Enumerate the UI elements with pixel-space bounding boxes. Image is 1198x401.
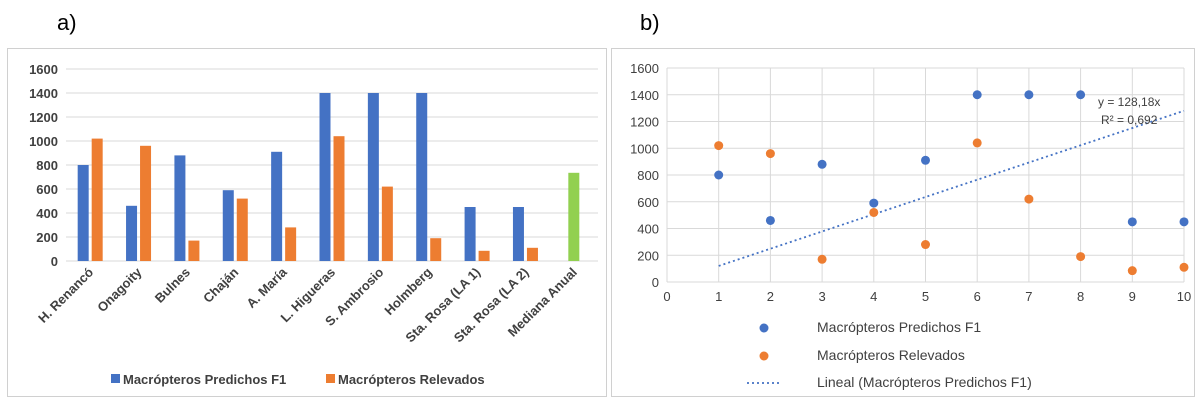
bar — [222, 190, 234, 261]
panel-b-label: b) — [640, 10, 660, 35]
legend-marker — [759, 323, 769, 333]
bar — [512, 207, 524, 261]
scatter-chart: 0 200 400 600 800 1000 1200 1400 1600 0 1 2 3 4 5 6 7 8 9 1… — [630, 61, 1191, 390]
x-tick-label: A. María — [243, 264, 290, 311]
bar — [285, 227, 297, 261]
x-tick-label: Onagoity — [94, 264, 145, 315]
y-tick-label: 1200 — [630, 115, 659, 130]
bar — [188, 240, 200, 261]
bar — [367, 93, 379, 261]
bar — [568, 172, 580, 261]
x-tick-label: 1 — [715, 289, 722, 304]
trendline — [718, 109, 1185, 267]
legend-entry: Macrópteros Relevados — [338, 372, 485, 387]
legend-marker — [759, 351, 769, 361]
y-tick-label: 1200 — [29, 110, 58, 125]
bar-chart-panel: 0 200 400 600 800 1000 1200 1400 1600 H. Renancó O… — [7, 48, 607, 397]
bar — [174, 155, 186, 261]
data-point — [972, 90, 982, 100]
data-point — [1179, 262, 1189, 272]
bar-chart: 0 200 400 600 800 1000 1200 1400 1600 H. RenancóO… — [29, 62, 598, 387]
x-tick-label: H. Renancó — [35, 264, 96, 325]
bar — [430, 238, 442, 261]
bar — [333, 136, 345, 261]
data-point — [1179, 217, 1189, 227]
y-tick-label: 200 — [36, 230, 58, 245]
data-point — [714, 141, 724, 151]
bar — [381, 186, 393, 261]
x-tick-label: Chaján — [200, 264, 241, 305]
data-point — [765, 215, 775, 225]
y-tick-label: 400 — [36, 206, 58, 221]
y-tick-label: 1400 — [29, 86, 58, 101]
bar — [236, 198, 248, 261]
panel-a-label: a) — [57, 10, 77, 35]
x-tick-label: 2 — [767, 289, 774, 304]
y-tick-label: 1600 — [29, 62, 58, 77]
x-tick-label: 4 — [870, 289, 877, 304]
legend-entry: Macrópteros Predichos F1 — [817, 319, 981, 335]
bar — [464, 207, 476, 261]
data-point — [921, 155, 930, 165]
legend-entry: Macrópteros Relevados — [817, 347, 965, 363]
data-point — [921, 240, 930, 250]
bar — [526, 247, 538, 261]
bar — [126, 205, 138, 261]
x-tick-label: 0 — [663, 289, 670, 304]
data-point — [714, 170, 724, 180]
y-tick-label: 0 — [652, 275, 659, 290]
y-tick-label: 200 — [637, 248, 659, 263]
scatter-chart-panel: 0 200 400 600 800 1000 1200 1400 1600 0 1 2 3 4 5 6 7 8 9 1… — [611, 48, 1195, 397]
legend-entry: Macrópteros Predichos F1 — [123, 372, 286, 387]
trendline-r2: R² = 0,692 — [1101, 113, 1158, 127]
legend-entry: Lineal (Macrópteros Predichos F1) — [817, 374, 1032, 390]
data-point — [972, 138, 982, 148]
data-point — [1024, 194, 1034, 204]
y-tick-label: 600 — [637, 195, 659, 210]
data-point — [1024, 90, 1034, 100]
data-point — [1076, 252, 1086, 262]
x-tick-label: 10 — [1177, 289, 1191, 304]
data-point — [1127, 266, 1137, 276]
bar — [416, 93, 428, 261]
legend-swatch — [326, 374, 335, 383]
data-point — [1127, 217, 1137, 227]
x-tick-label: 9 — [1129, 289, 1136, 304]
data-point — [869, 207, 879, 217]
data-point — [765, 149, 775, 159]
y-tick-label: 1000 — [630, 141, 659, 156]
y-tick-label: 1400 — [630, 88, 659, 103]
x-tick-label: 7 — [1025, 289, 1032, 304]
legend-swatch — [111, 374, 120, 383]
x-tick-label: 3 — [818, 289, 825, 304]
x-tick-label: 6 — [974, 289, 981, 304]
data-point — [817, 159, 827, 169]
y-tick-label: 400 — [637, 222, 659, 237]
x-tick-label: Bulnes — [152, 265, 193, 306]
bar — [91, 138, 103, 261]
y-tick-label: 800 — [637, 168, 659, 183]
y-tick-label: 800 — [36, 158, 58, 173]
y-tick-label: 1000 — [29, 134, 58, 149]
bar — [77, 165, 89, 261]
bar — [271, 151, 283, 261]
bar — [140, 145, 152, 261]
bar — [319, 93, 331, 261]
data-point — [1076, 90, 1086, 100]
y-tick-label: 600 — [36, 182, 58, 197]
x-tick-label: 8 — [1077, 289, 1084, 304]
x-tick-label: 5 — [922, 289, 929, 304]
bar — [478, 250, 490, 261]
y-tick-label: 1600 — [630, 61, 659, 76]
data-point — [869, 198, 879, 208]
trendline-equation: y = 128,18x — [1098, 95, 1160, 109]
data-point — [817, 254, 827, 264]
y-tick-label: 0 — [51, 254, 58, 269]
